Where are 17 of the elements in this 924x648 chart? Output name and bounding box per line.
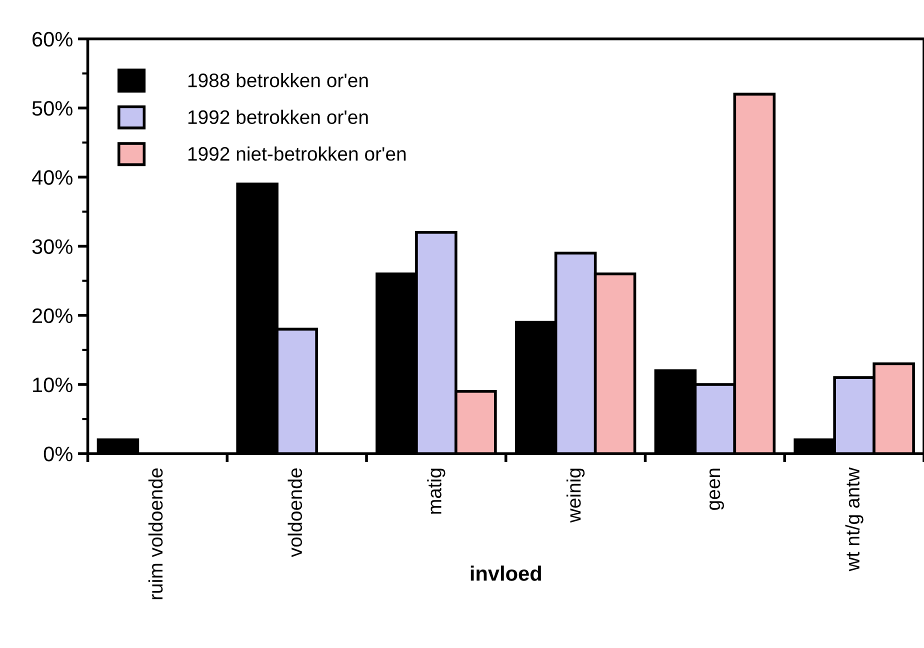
y-tick-label: 0% — [44, 446, 72, 462]
legend-label: 1988 betrokken or'en — [188, 73, 368, 88]
legend-label: 1992 niet-betrokken or'en — [188, 146, 406, 161]
y-tick-label: 50% — [32, 101, 72, 116]
x-tick-label: geen — [710, 468, 724, 510]
x-tick-label: matig — [427, 468, 446, 514]
legend-label: 1992 betrokken or'en — [188, 110, 368, 124]
y-tick-label: 20% — [32, 308, 72, 324]
x-tick-label: voldoende — [288, 468, 302, 558]
x-tick-label: wt nt/g antw — [845, 467, 864, 572]
y-tick-label: 60% — [32, 32, 72, 47]
x-tick-label: weinig — [566, 468, 585, 523]
x-tick-label: ruim voldoende — [148, 468, 163, 600]
y-tick-label: 40% — [32, 170, 72, 185]
x-axis-title: invloed — [470, 566, 541, 581]
y-tick-label: 10% — [33, 377, 72, 392]
y-tick-label: 30% — [32, 239, 72, 254]
